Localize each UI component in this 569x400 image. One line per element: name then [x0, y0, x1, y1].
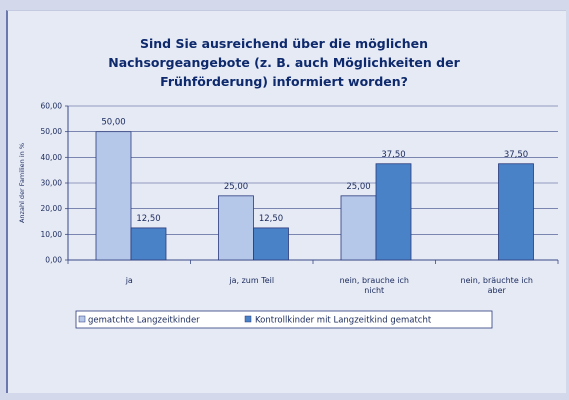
category-label: ja: [125, 276, 133, 285]
category-label: ja, zum Teil: [228, 276, 274, 285]
y-tick-label: 0,00: [45, 256, 62, 265]
y-tick-label: 20,00: [41, 204, 63, 213]
category-label: aber: [488, 286, 507, 295]
plot-area: 0,00 10,00 20,00 30,00 40,00 50,00 60,00 50,00 2…: [41, 102, 559, 295]
data-label: 37,50: [381, 150, 405, 160]
data-label: 25,00: [346, 182, 370, 192]
chart-title: Sind Sie ausreichend über die möglichen …: [108, 36, 460, 89]
chart-title-line-1: Sind Sie ausreichend über die möglichen: [140, 36, 428, 51]
bar: [340, 195, 377, 261]
y-tick-label: 50,00: [41, 127, 63, 136]
chart-title-line-2: Nachsorgeangebote (z. B. auch Möglichkei…: [108, 55, 460, 70]
data-label: 50,00: [101, 118, 125, 128]
category-label: nein, brauche ich: [340, 276, 409, 285]
legend-swatch-kontrollkinder: [244, 315, 252, 323]
data-label: 12,50: [259, 214, 283, 224]
legend-swatch-gematchte: [78, 315, 86, 323]
legend-label-kontrollkinder: Kontrollkinder mit Langzeitkind gematcht: [255, 316, 432, 326]
category-label: nein, bräuchte ich: [461, 276, 533, 285]
y-tick-label: 40,00: [41, 153, 63, 162]
chart-title-line-3: Frühförderung) informiert worden?: [160, 74, 408, 89]
category-label: nicht: [364, 286, 384, 295]
bar: [95, 131, 132, 261]
bar: [218, 195, 254, 261]
data-label: 37,50: [504, 150, 528, 160]
data-label: 12,50: [136, 214, 160, 224]
y-axis-label: Anzahl der Familien in %: [18, 143, 26, 223]
legend-label-gematchte: gematchte Langzeitkinder: [88, 316, 200, 326]
bar: [375, 163, 412, 261]
y-tick-label: 30,00: [41, 179, 63, 188]
bar: [253, 227, 289, 261]
y-tick-label: 60,00: [41, 102, 63, 111]
y-tick-label: 10,00: [41, 230, 63, 239]
legend: gematchte Langzeitkinder Kontrollkinder …: [75, 310, 493, 329]
legend-box: [75, 310, 493, 329]
data-label: 25,00: [224, 182, 248, 192]
bar: [130, 227, 167, 261]
bar: [498, 163, 534, 261]
